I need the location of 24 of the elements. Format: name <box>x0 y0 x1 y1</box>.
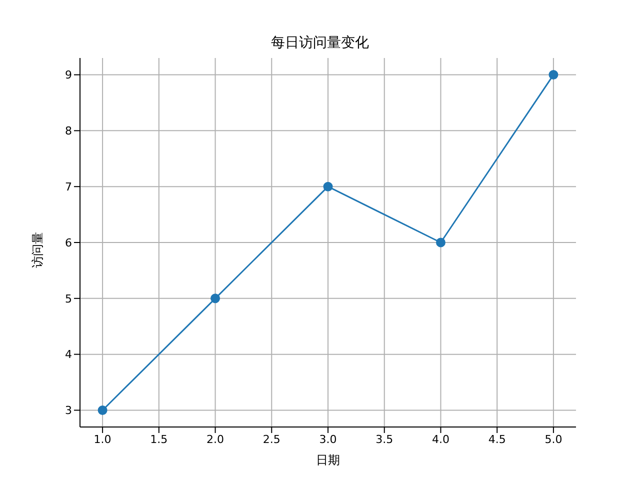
y-tick-label: 7 <box>65 180 72 194</box>
x-axis-title: 日期 <box>315 452 341 469</box>
x-tick-label: 3.0 <box>319 432 337 446</box>
y-tick-label: 8 <box>65 124 72 138</box>
point <box>436 238 446 248</box>
x-tick-label: 2.5 <box>262 432 280 446</box>
y-tick-label: 9 <box>65 68 72 82</box>
y-tick-label: 3 <box>65 404 72 418</box>
y-tick-label: 5 <box>65 292 72 306</box>
y-tick-label: 4 <box>65 348 72 362</box>
x-tick-label: 4.5 <box>488 432 506 446</box>
x-tick-label: 1.0 <box>94 432 112 446</box>
x-tick-label: 1.5 <box>150 432 168 446</box>
x-tick-label: 3.5 <box>376 432 394 446</box>
point <box>210 294 220 304</box>
x-tick-label: 2.0 <box>206 432 224 446</box>
x-tick-label: 5.0 <box>544 432 562 446</box>
chart-title: 每日访问量变化 <box>270 34 370 52</box>
x-tick-label: 4.0 <box>432 432 450 446</box>
y-tick-label: 6 <box>65 236 72 250</box>
point <box>548 70 558 80</box>
point <box>98 405 108 415</box>
y-axis-title: 访问量 <box>30 232 46 268</box>
point <box>323 182 333 192</box>
